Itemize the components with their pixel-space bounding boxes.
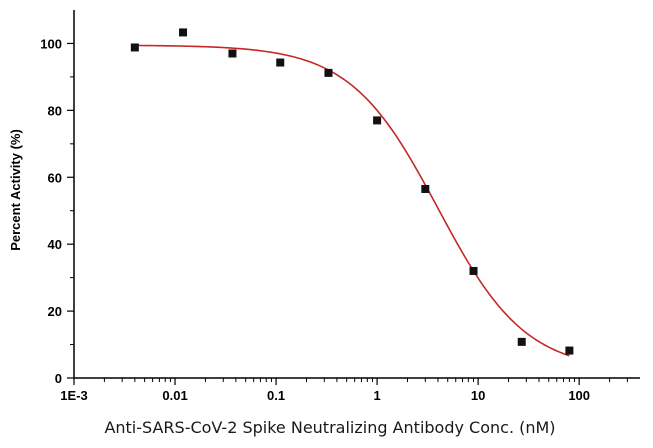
data-point: [565, 346, 574, 355]
data-point: [228, 49, 237, 58]
data-point: [276, 58, 285, 67]
x-tick-label: 10: [471, 388, 485, 403]
y-tick-label: 60: [48, 170, 62, 185]
y-tick-label: 80: [48, 103, 62, 118]
data-point: [130, 43, 139, 52]
fit-curve-layer: [134, 44, 570, 357]
data-point: [517, 337, 526, 346]
x-tick-label: 1E-3: [60, 388, 87, 403]
data-point: [421, 184, 430, 193]
y-tick-label: 0: [55, 371, 62, 386]
fit-curve: [134, 44, 570, 357]
x-tick-label: 0.01: [162, 388, 187, 403]
x-tick-label: 0.1: [267, 388, 285, 403]
x-axis-label: Anti-SARS-CoV-2 Spike Neutralizing Antib…: [104, 418, 555, 437]
data-point: [469, 266, 478, 275]
y-axis-label: Percent Activity (%): [8, 129, 23, 251]
x-tick-label: 100: [568, 388, 590, 403]
x-axis-ticks: 1E-3 0.01 0.1 1 10 100: [60, 378, 628, 403]
data-point: [179, 28, 188, 37]
x-tick-label: 1: [373, 388, 380, 403]
data-points: [130, 28, 574, 355]
y-axis-ticks: 0 20 40 60 80 100: [40, 36, 74, 386]
y-tick-label: 20: [48, 304, 62, 319]
chart-axes: [73, 10, 640, 379]
data-point: [324, 68, 333, 77]
data-point: [373, 116, 382, 125]
y-tick-label: 100: [40, 36, 62, 51]
y-tick-label: 40: [48, 237, 62, 252]
